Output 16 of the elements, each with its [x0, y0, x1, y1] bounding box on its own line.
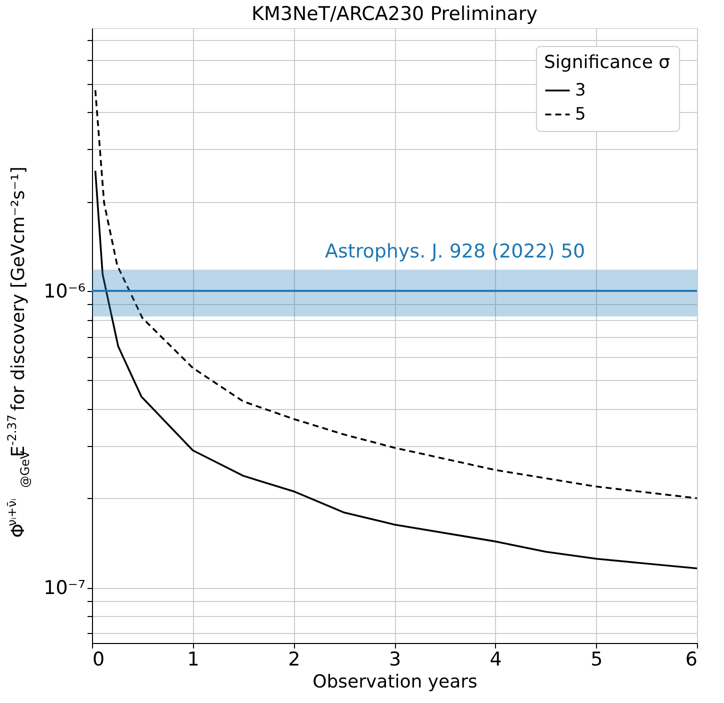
chart-title: KM3NeT/ARCA230 Preliminary [252, 3, 538, 25]
x-tick-label: 2 [288, 648, 300, 670]
x-tick-label: 1 [187, 648, 200, 670]
x-tick-label: 3 [388, 648, 402, 670]
legend-label: 5 [575, 104, 586, 124]
y-tick-label: 10⁻⁷ [44, 577, 86, 600]
y-tick-label: 10⁻⁶ [44, 280, 86, 302]
x-tick-label: 5 [590, 648, 603, 670]
band-label: Astrophys. J. 928 (2022) 50 [324, 240, 586, 263]
y-axis-title: Φνᵢ+ν̄ᵢ@GeVE-2.37 for discovery [GeVcm⁻²s⁻¹] [5, 166, 32, 538]
x-axis-title: Observation years [312, 672, 478, 692]
x-tick-label: 6 [685, 648, 698, 670]
x-tick-label: 0 [92, 648, 105, 670]
legend-label: 3 [575, 80, 586, 100]
x-tick-label: 4 [490, 648, 502, 670]
legend-title: Significance σ [544, 52, 670, 73]
